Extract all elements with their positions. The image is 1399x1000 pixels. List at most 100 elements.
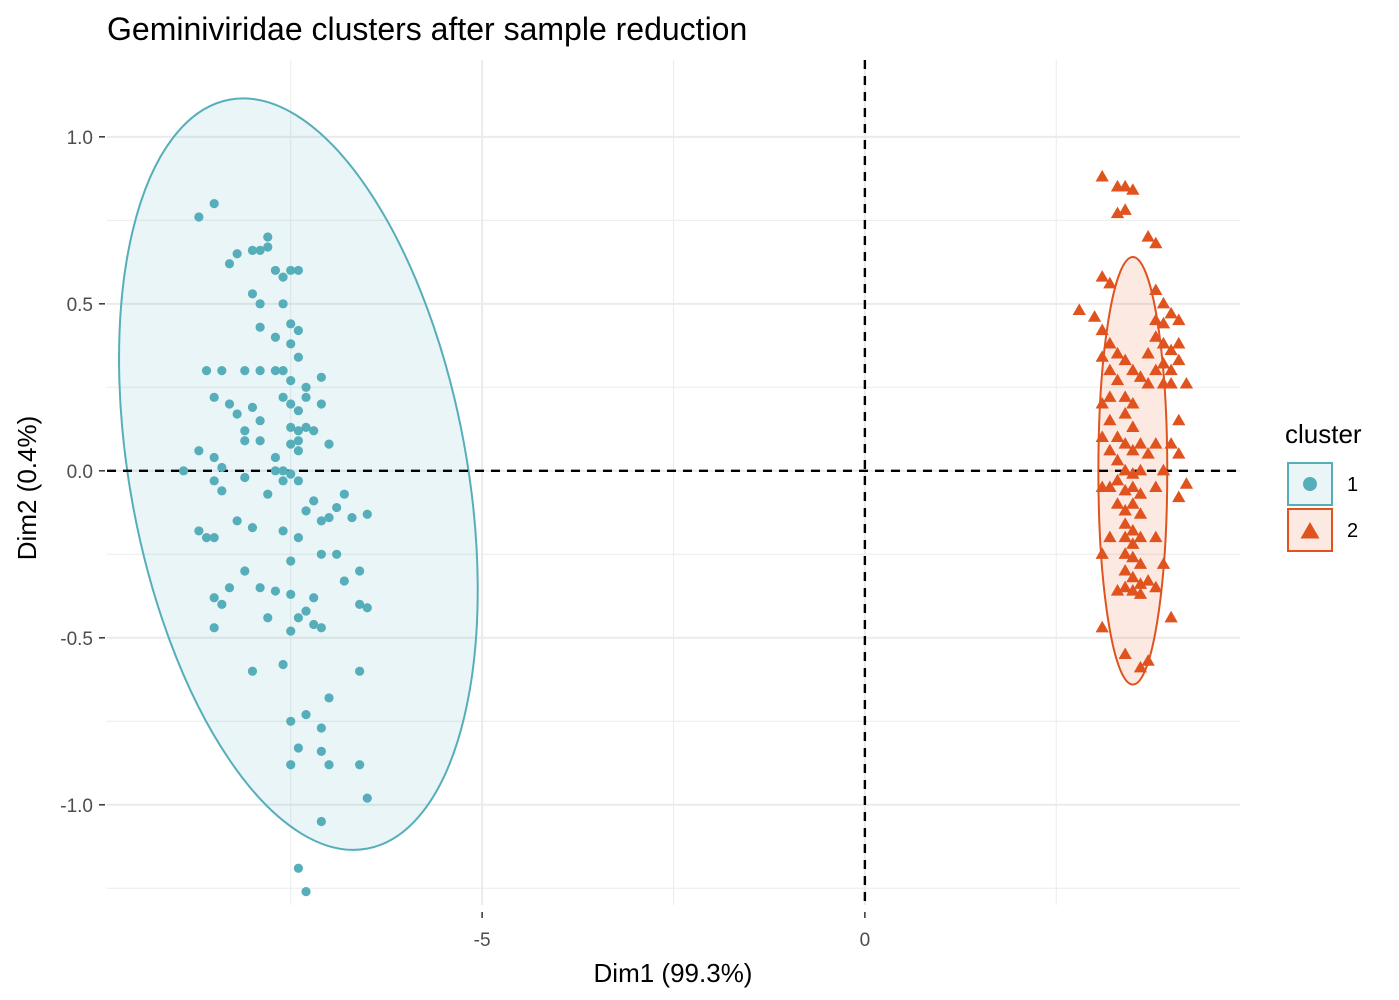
cluster-1-point — [355, 599, 365, 610]
cluster-1-point — [178, 466, 189, 476]
cluster-1-point — [209, 199, 219, 209]
cluster-1-point — [263, 489, 273, 499]
cluster-1-point — [209, 392, 219, 402]
cluster-2-point — [1118, 547, 1132, 559]
cluster-1-point — [209, 452, 219, 463]
cluster-1-point — [240, 436, 250, 446]
cluster-2-point — [1172, 490, 1186, 503]
cluster-2-point — [1118, 517, 1132, 529]
y-tick-label: 0.0 — [67, 462, 93, 483]
cluster-2-point — [1164, 376, 1178, 389]
x-axis-title: Dim1 (99.3%) — [594, 958, 753, 988]
cluster-1-point — [301, 422, 311, 432]
cluster-2-point — [1126, 363, 1140, 376]
legend-item-2: 2 — [1287, 508, 1358, 552]
cluster-1-point — [270, 466, 281, 476]
cluster-1-point — [286, 339, 296, 349]
y-tick-label: -0.5 — [60, 629, 93, 650]
cluster-1-point — [255, 299, 265, 309]
cluster-1-point — [293, 863, 303, 873]
x-tick-label: 0 — [860, 930, 871, 951]
cluster-2-point — [1141, 346, 1155, 359]
cluster-1-point — [270, 265, 281, 276]
cluster-1-point — [278, 366, 288, 376]
cluster-2-point — [1095, 547, 1109, 559]
cluster-2-point — [1126, 467, 1140, 479]
cluster-1-point — [293, 352, 303, 362]
cluster-1-point — [316, 816, 326, 827]
legend-triangle-marker — [1300, 522, 1320, 539]
cluster-2-point — [1118, 564, 1132, 576]
cluster-2-point — [1149, 363, 1163, 376]
cluster-2-point — [1118, 407, 1132, 419]
cluster-1-point — [293, 533, 303, 543]
legend-title: cluster — [1285, 419, 1362, 449]
cluster-1-point — [301, 392, 311, 402]
cluster-1-point — [362, 793, 372, 803]
cluster-1-point — [194, 526, 204, 536]
cluster-2-point — [1095, 430, 1109, 442]
cluster-2-point — [1156, 557, 1171, 569]
cluster-2-point — [1126, 570, 1140, 583]
cluster-1-point — [286, 439, 296, 449]
cluster-1-point — [194, 212, 204, 222]
cluster-2-point — [1172, 413, 1186, 426]
cluster-1-point — [270, 332, 281, 342]
cluster-2-point — [1164, 363, 1178, 376]
cluster-1-point — [255, 583, 265, 593]
cluster-1-point — [355, 566, 365, 576]
cluster-1-point — [240, 566, 250, 576]
cluster-2-point — [1179, 477, 1194, 489]
cluster-2-point — [1110, 430, 1125, 442]
legend-label-1: 1 — [1347, 474, 1358, 496]
cluster-2-point — [1141, 574, 1155, 586]
cluster-1-point — [263, 613, 273, 623]
cluster-1-point — [316, 623, 326, 633]
cluster-2-point — [1118, 179, 1132, 192]
cluster-1-point — [278, 659, 288, 670]
cluster-2-point — [1095, 350, 1109, 362]
cluster-1-point — [255, 436, 265, 446]
cluster-1-point — [286, 376, 296, 386]
cluster-2-point — [1095, 169, 1109, 182]
cluster-2-point — [1126, 397, 1140, 409]
cluster-2-point — [1172, 353, 1186, 366]
legend: cluster 1 2 — [1285, 419, 1362, 552]
y-tick-label: -1.0 — [60, 796, 93, 817]
cluster-1-point — [286, 589, 296, 599]
cluster-1-point — [263, 242, 273, 252]
cluster-1-point — [263, 232, 273, 242]
cluster-1-point — [286, 422, 296, 432]
cluster-2-point — [1141, 654, 1155, 666]
cluster-2-point — [1156, 336, 1171, 349]
cluster-2-point — [1149, 480, 1163, 493]
cluster-1-point — [209, 533, 219, 543]
cluster-2-point — [1118, 437, 1132, 449]
cluster-2-point — [1141, 447, 1155, 459]
cluster-2-point — [1172, 447, 1186, 459]
cluster-2-point — [1103, 530, 1117, 543]
cluster-2-point — [1103, 390, 1117, 402]
cluster-2-point — [1126, 480, 1140, 493]
cluster-2-point — [1179, 376, 1194, 389]
cluster-1-point — [355, 760, 365, 770]
cluster-1-point — [286, 265, 296, 276]
cluster-1-point — [339, 489, 349, 499]
cluster-1-point — [247, 289, 258, 299]
cluster-2-point — [1110, 584, 1125, 596]
cluster-2-point — [1095, 397, 1109, 409]
cluster-2-point — [1149, 580, 1163, 593]
cluster-1-point — [232, 516, 242, 526]
cluster-1-point — [247, 666, 258, 676]
cluster-1-point — [293, 426, 303, 436]
cluster-2-point — [1126, 537, 1140, 549]
cluster-2-point — [1126, 584, 1140, 596]
cluster-2-point — [1103, 276, 1117, 289]
cluster-1-point — [293, 406, 303, 416]
cluster-2-point — [1103, 413, 1117, 426]
cluster-2-point — [1110, 473, 1125, 486]
cluster-2-point — [1095, 620, 1109, 633]
cluster-1-point — [316, 399, 326, 409]
cluster-2-point — [1133, 463, 1148, 476]
